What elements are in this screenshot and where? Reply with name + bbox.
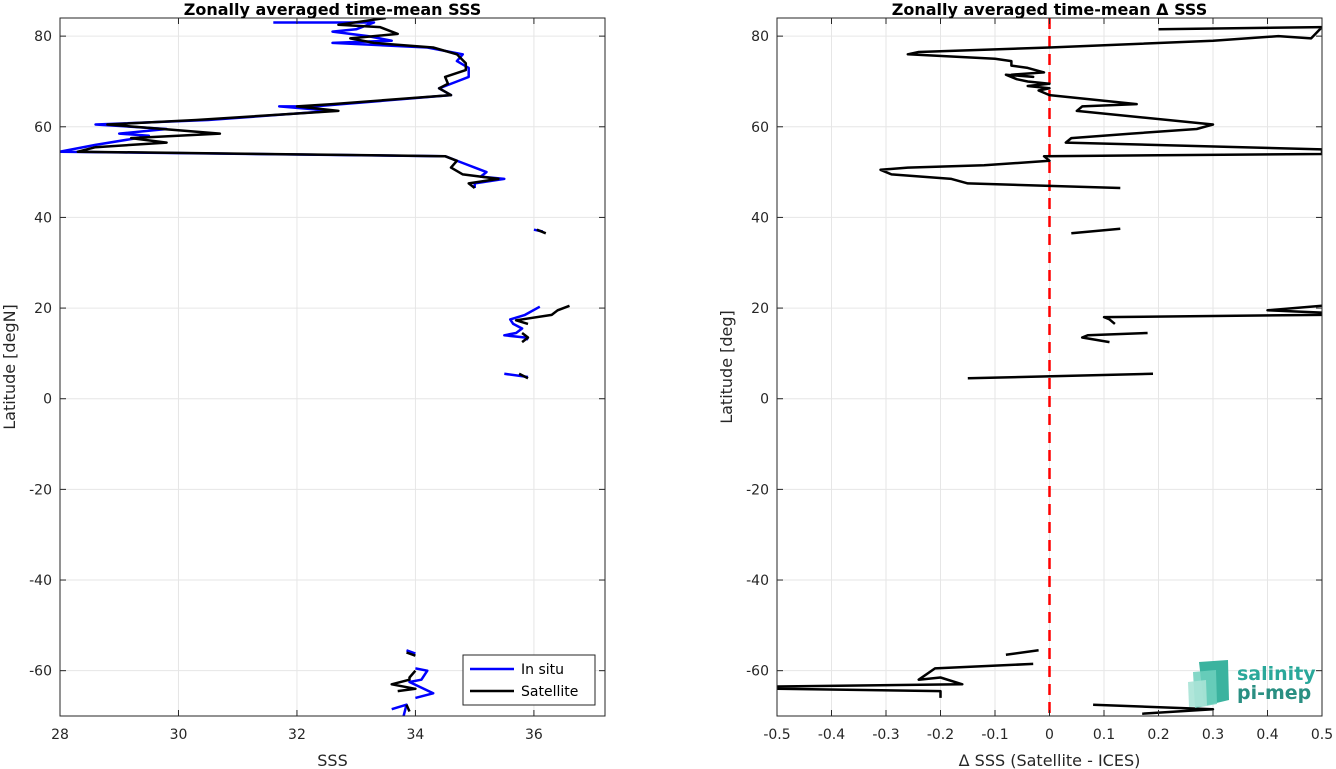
satellite-series-line (518, 372, 529, 380)
satellite-series-line (521, 332, 530, 344)
satellite-series-line (514, 304, 570, 326)
satellite-series-line (406, 651, 416, 657)
delta-sss-series-line (777, 662, 1034, 698)
sss-y-axis-label: Latitude [degN] (0, 304, 19, 430)
delta-x-tick-label: 0 (1045, 727, 1054, 743)
legend-box (462, 654, 596, 706)
logo-text-salinity: salinity (1237, 663, 1316, 685)
sss-x-axis-label: SSS (317, 751, 347, 769)
delta-x-tick-label: 0.5 (1311, 727, 1333, 743)
delta-y-tick-label: 40 (751, 210, 769, 226)
in-situ-series-line (406, 649, 416, 655)
delta-y-tick-label: 20 (751, 301, 769, 317)
delta-x-tick-label: 0.4 (1256, 727, 1278, 743)
sss-panel: 28 30 32 34 36 80 60 40 20 0 -20 -40 -60 Zonally ave… (0, 0, 606, 769)
satellite-series-line (390, 669, 417, 693)
sss-y-tick-label: 40 (34, 210, 52, 226)
delta-sss-panel: -0.5 -0.4 -0.3 -0.2 -0.1 0 0.1 0.2 0.3 0.4 0.5 80 60… (717, 0, 1333, 769)
satellite-series-line (76, 18, 500, 189)
delta-chart-title: Zonally averaged time-mean Δ SSS (892, 0, 1208, 19)
satellite-series-line (405, 704, 411, 713)
sss-y-tick-label: -40 (29, 573, 52, 589)
delta-x-tick-label: -0.3 (872, 727, 899, 743)
delta-sss-series-line (967, 372, 1154, 380)
sss-y-tick-label: 20 (34, 301, 52, 317)
delta-sss-series-line (879, 25, 1322, 190)
sss-y-tick-label: 0 (43, 392, 52, 408)
salinity-pi-mep-logo: salinity pi-mep (1188, 660, 1316, 708)
delta-y-axis-label: Latitude [deg] (717, 310, 736, 424)
sss-y-tick-label: -60 (29, 664, 52, 680)
in-situ-series-line (391, 703, 408, 716)
delta-y-tick-label: -60 (746, 664, 769, 680)
sss-x-tick-label: 36 (525, 727, 543, 743)
delta-y-tick-label: 0 (760, 392, 769, 408)
delta-x-tick-label: -0.1 (981, 727, 1008, 743)
delta-x-tick-label: -0.5 (763, 727, 790, 743)
sss-y-tick-label: 60 (34, 120, 52, 136)
sss-x-tick-label: 34 (407, 727, 425, 743)
legend-label-in-situ: In situ (521, 662, 564, 678)
delta-x-axis-label: Δ SSS (Satellite - ICES) (959, 751, 1141, 769)
sss-y-tick-label: -20 (29, 482, 52, 498)
delta-sss-series-line (1071, 227, 1121, 235)
legend-label-satellite: Satellite (521, 684, 578, 700)
delta-sss-series-line (1005, 649, 1039, 657)
delta-sss-series-line (1093, 703, 1215, 715)
sss-chart-title: Zonally averaged time-mean SSS (184, 0, 482, 19)
sss-y-tick-label: 80 (34, 29, 52, 45)
delta-ticks: -0.5 -0.4 -0.3 -0.2 -0.1 0 0.1 0.2 0.3 0.4 0.5 80 60… (746, 18, 1333, 743)
delta-y-tick-label: -40 (746, 573, 769, 589)
delta-sss-series-line (1102, 304, 1322, 325)
sss-axes-frame (59, 17, 606, 717)
delta-x-tick-label: 0.3 (1202, 727, 1224, 743)
sss-x-tick-label: 30 (170, 727, 188, 743)
legend: In situ Satellite (462, 654, 596, 706)
sss-x-tick-label: 32 (288, 727, 306, 743)
logo-text-pi-mep: pi-mep (1237, 682, 1311, 704)
in-situ-series-line (408, 667, 435, 700)
in-situ-series-line (503, 305, 541, 341)
delta-x-tick-label: -0.4 (818, 727, 845, 743)
delta-y-tick-label: 60 (751, 120, 769, 136)
delta-y-tick-label: 80 (751, 29, 769, 45)
delta-x-tick-label: 0.1 (1093, 727, 1115, 743)
sss-x-tick-label: 28 (51, 727, 69, 743)
sss-ticks: 28 30 32 34 36 80 60 40 20 0 -20 -40 -60 (29, 18, 605, 743)
delta-x-tick-label: -0.2 (927, 727, 954, 743)
in-situ-series-line (60, 21, 506, 188)
delta-x-tick-label: 0.2 (1147, 727, 1169, 743)
satellite-series-line (536, 228, 547, 235)
delta-y-tick-label: -20 (746, 482, 769, 498)
sss-data-lines (60, 18, 570, 716)
delta-data-lines (777, 25, 1322, 715)
delta-sss-series-line (1080, 331, 1148, 344)
